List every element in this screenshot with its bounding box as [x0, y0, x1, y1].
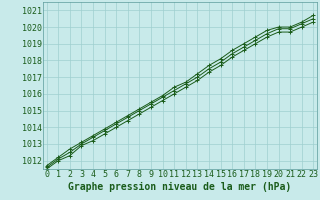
X-axis label: Graphe pression niveau de la mer (hPa): Graphe pression niveau de la mer (hPa) [68, 182, 292, 192]
